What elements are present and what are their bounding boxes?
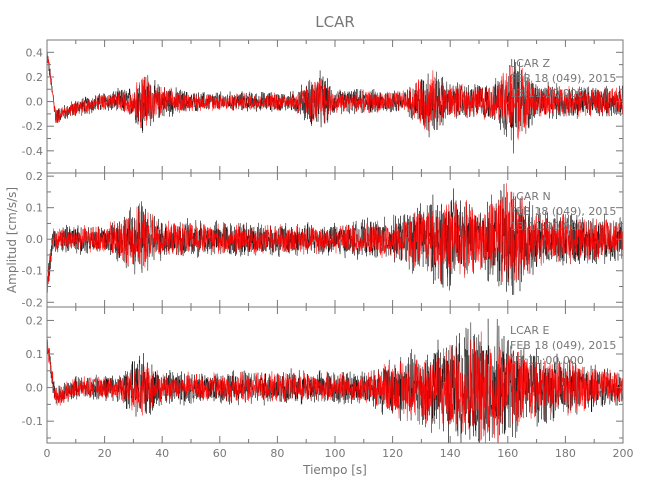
x-tick-label: 200 bbox=[613, 447, 634, 460]
date-label: FEB 18 (049), 2015 bbox=[510, 339, 616, 352]
panel-e: 0.2 0.1 0.0 -0.1 LCAR E FEB 18 (049), 2015 13:… bbox=[22, 306, 624, 444]
time-label: 13:11:00.000 bbox=[510, 87, 584, 100]
y-tick-label: -0.1 bbox=[22, 265, 43, 278]
x-tick-label: 80 bbox=[270, 447, 284, 460]
y-tick-label: -0.4 bbox=[22, 145, 43, 158]
panel-z: 0.4 0.2 0.0 -0.2 -0.4 LCAR Z FEB 18 (049), 201… bbox=[22, 39, 624, 174]
waveform-z bbox=[46, 49, 624, 140]
time-label: 13:11:00.000 bbox=[510, 220, 584, 233]
y-tick-label: -0.2 bbox=[22, 296, 43, 309]
y-tick-label: -0.2 bbox=[22, 120, 43, 133]
x-tick-label: 0 bbox=[44, 447, 51, 460]
y-tick-label: 0.1 bbox=[26, 202, 44, 215]
x-tick-label: 20 bbox=[98, 447, 112, 460]
date-label: FEB 18 (049), 2015 bbox=[510, 205, 616, 218]
waveform-n bbox=[46, 183, 624, 293]
y-axis-label: Amplitud [cm/s/s] bbox=[5, 187, 19, 293]
station-component-label: LCAR N bbox=[510, 190, 551, 203]
x-tick-label: 60 bbox=[213, 447, 227, 460]
x-tick-label: 120 bbox=[382, 447, 403, 460]
time-label: 13:11:00.000 bbox=[510, 354, 584, 367]
date-label: FEB 18 (049), 2015 bbox=[510, 72, 616, 85]
y-tick-label: 0.4 bbox=[26, 46, 44, 59]
station-component-label: LCAR E bbox=[510, 324, 549, 337]
panel-n: 0.2 0.1 0.0 -0.1 -0.2 LCAR N FEB 18 (049), 201… bbox=[22, 170, 624, 309]
y-tick-label: -0.1 bbox=[22, 415, 43, 428]
waveform-e bbox=[46, 331, 624, 444]
y-tick-label: 0.2 bbox=[26, 170, 44, 183]
x-tick-label: 140 bbox=[440, 447, 461, 460]
station-component-label: LCAR Z bbox=[510, 57, 550, 70]
y-tick-label: 0.0 bbox=[26, 382, 44, 395]
chart-title: LCAR bbox=[315, 13, 355, 31]
y-tick-label: 0.0 bbox=[26, 233, 44, 246]
x-tick-label: 160 bbox=[497, 447, 518, 460]
y-tick-label: 0.2 bbox=[26, 314, 44, 327]
x-tick-label: 40 bbox=[155, 447, 169, 460]
y-tick-label: 0.0 bbox=[26, 96, 44, 109]
y-tick-label: 0.2 bbox=[26, 71, 44, 84]
x-tick-label: 180 bbox=[555, 447, 576, 460]
x-axis-label: Tiempo [s] bbox=[302, 463, 367, 477]
y-tick-label: 0.1 bbox=[26, 348, 44, 361]
x-tick-label: 100 bbox=[325, 447, 346, 460]
